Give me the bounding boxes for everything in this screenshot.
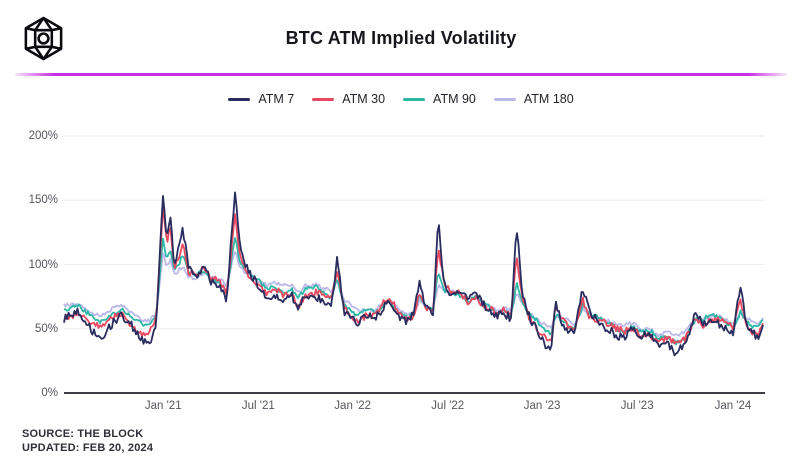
x-tick-label: Jan '21 bbox=[144, 400, 182, 412]
legend-item-atm-7[interactable]: ATM 7 bbox=[228, 92, 294, 106]
y-tick-label: 150% bbox=[28, 194, 58, 207]
legend-swatch-icon bbox=[403, 97, 426, 101]
legend-label: ATM 30 bbox=[342, 92, 386, 106]
legend-item-atm-30[interactable]: ATM 30 bbox=[312, 92, 385, 106]
chart-footer: SOURCE: THE BLOCK UPDATED: FEB 20, 2024 bbox=[22, 428, 153, 455]
legend-label: ATM 7 bbox=[258, 92, 295, 106]
x-tick-label: Jul '23 bbox=[620, 400, 654, 412]
y-tick-label: 100% bbox=[28, 258, 58, 271]
x-tick-label: Jan '22 bbox=[334, 400, 372, 412]
legend-swatch-icon bbox=[493, 97, 516, 101]
legend-swatch-icon bbox=[312, 97, 335, 101]
x-tick-label: Jul '22 bbox=[431, 400, 465, 412]
y-tick-label: 50% bbox=[34, 322, 58, 335]
legend-item-atm-90[interactable]: ATM 90 bbox=[403, 92, 476, 106]
legend-item-atm-180[interactable]: ATM 180 bbox=[493, 92, 574, 106]
chart-legend: ATM 7 ATM 30 ATM 90 ATM 180 bbox=[0, 92, 802, 106]
legend-swatch-icon bbox=[228, 97, 251, 101]
accent-divider bbox=[15, 73, 787, 76]
x-tick-label: Jan '23 bbox=[523, 400, 561, 412]
updated-label: UPDATED: FEB 20, 2024 bbox=[22, 441, 154, 454]
legend-label: ATM 90 bbox=[433, 92, 476, 106]
source-label: SOURCE: THE BLOCK bbox=[22, 428, 144, 440]
series-line-atm-7 bbox=[63, 191, 764, 357]
x-tick-label: Jan '24 bbox=[714, 400, 752, 412]
the-block-logo-icon bbox=[24, 16, 63, 61]
legend-label: ATM 180 bbox=[523, 92, 574, 106]
y-tick-label: 0% bbox=[41, 387, 58, 399]
x-tick-label: Jul '21 bbox=[241, 400, 275, 412]
chart-title: BTC ATM Implied Volatility bbox=[285, 28, 517, 48]
y-tick-label: 200% bbox=[28, 130, 58, 142]
